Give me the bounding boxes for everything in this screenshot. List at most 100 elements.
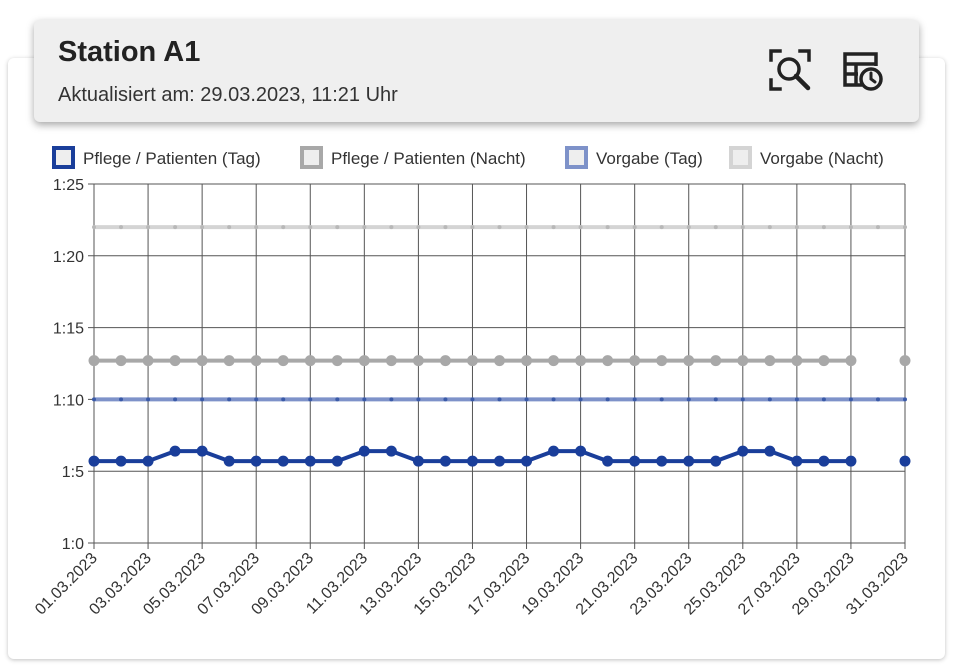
data-point	[737, 355, 749, 367]
data-point	[443, 225, 448, 230]
y-tick-label: 1:10	[53, 392, 84, 409]
data-point	[632, 397, 637, 402]
data-point	[331, 355, 343, 367]
data-point	[200, 225, 205, 230]
data-point	[767, 397, 772, 402]
data-point	[466, 455, 478, 467]
data-point	[439, 355, 451, 367]
data-point	[358, 445, 370, 457]
data-point	[92, 397, 96, 402]
data-point	[767, 225, 772, 230]
data-point	[494, 455, 505, 467]
data-point	[629, 455, 641, 467]
data-point	[551, 225, 556, 230]
data-point	[196, 355, 208, 367]
legend-swatch[interactable]	[729, 146, 752, 169]
data-point	[524, 397, 529, 402]
data-point	[146, 397, 151, 402]
legend-swatch[interactable]	[565, 146, 588, 169]
data-point	[331, 455, 343, 467]
data-point	[88, 355, 100, 367]
legend-swatch[interactable]	[300, 146, 323, 169]
y-tick-label: 1:0	[62, 536, 84, 553]
data-point	[740, 225, 745, 230]
legend-label[interactable]: Vorgabe (Nacht)	[760, 149, 884, 168]
data-point	[196, 445, 208, 457]
data-point	[791, 455, 803, 467]
data-point	[115, 455, 127, 467]
data-point	[412, 355, 424, 367]
data-point	[281, 397, 286, 402]
data-point	[575, 355, 587, 367]
data-point	[629, 355, 641, 367]
data-point	[362, 397, 367, 402]
data-point	[710, 455, 722, 467]
data-point	[656, 355, 668, 367]
data-point	[466, 355, 478, 367]
data-point	[602, 355, 614, 367]
data-point	[358, 355, 370, 367]
data-point	[899, 355, 911, 367]
data-point	[659, 397, 664, 402]
data-point	[470, 397, 475, 402]
data-point	[304, 355, 316, 367]
data-point	[764, 445, 776, 457]
data-point	[385, 445, 397, 457]
page-title: Station A1	[58, 36, 201, 68]
data-point	[497, 225, 502, 230]
data-point	[899, 455, 911, 467]
y-tick-label: 1:25	[53, 177, 84, 194]
data-point	[818, 455, 830, 467]
data-point	[223, 455, 235, 467]
data-point	[146, 225, 151, 230]
data-point	[119, 225, 124, 230]
data-point	[92, 225, 96, 230]
data-point	[443, 397, 448, 402]
station-header: Station A1 Aktualisiert am: 29.03.2023, …	[34, 20, 919, 122]
data-point	[223, 355, 235, 367]
zoom-button[interactable]	[766, 46, 814, 94]
data-point	[277, 455, 289, 467]
data-point	[521, 355, 533, 367]
y-tick-label: 1:15	[53, 321, 84, 338]
data-point	[845, 455, 857, 467]
data-point	[494, 355, 505, 367]
data-point	[575, 445, 587, 457]
data-point	[389, 397, 394, 402]
data-point	[173, 225, 178, 230]
data-point	[362, 225, 367, 230]
data-point	[821, 225, 826, 230]
data-point	[656, 455, 668, 467]
data-point	[254, 397, 259, 402]
last-updated-text: Aktualisiert am: 29.03.2023, 11:21 Uhr	[58, 84, 398, 106]
data-point	[169, 355, 181, 367]
legend-swatch[interactable]	[52, 146, 75, 169]
data-point	[308, 397, 313, 402]
data-point	[497, 397, 502, 402]
data-point	[250, 455, 262, 467]
data-point	[88, 455, 100, 467]
data-point	[818, 355, 830, 367]
legend-label[interactable]: Vorgabe (Tag)	[596, 149, 703, 168]
data-point	[605, 397, 610, 402]
data-point	[875, 397, 880, 402]
data-point	[686, 225, 691, 230]
data-point	[119, 397, 124, 402]
data-point	[439, 455, 451, 467]
legend-label[interactable]: Pflege / Patienten (Nacht)	[331, 149, 526, 168]
table-history-icon	[843, 52, 883, 91]
history-table-button[interactable]	[838, 46, 886, 94]
data-point	[173, 397, 178, 402]
data-point	[227, 225, 232, 230]
data-point	[200, 397, 205, 402]
data-point	[605, 225, 610, 230]
data-point	[845, 355, 857, 367]
data-point	[713, 397, 718, 402]
data-point	[335, 397, 340, 402]
data-point	[169, 445, 181, 457]
data-point	[713, 225, 718, 230]
data-point	[254, 225, 259, 230]
legend-label[interactable]: Pflege / Patienten (Tag)	[83, 149, 261, 168]
data-point	[683, 455, 695, 467]
